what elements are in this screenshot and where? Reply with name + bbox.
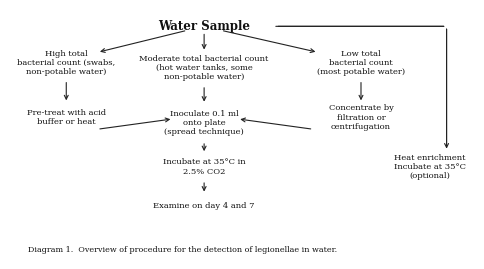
Text: Heat enrichment
Incubate at 35°C
(optional): Heat enrichment Incubate at 35°C (option… [394,154,466,180]
Text: High total
bacterial count (swabs,
non-potable water): High total bacterial count (swabs, non-p… [17,49,115,76]
Text: Pre-treat with acid
buffer or heat: Pre-treat with acid buffer or heat [27,109,106,126]
Text: Incubate at 35°C in
2.5% CO2: Incubate at 35°C in 2.5% CO2 [163,158,245,176]
Text: Examine on day 4 and 7: Examine on day 4 and 7 [153,202,255,210]
Text: Moderate total bacterial count
(hot water tanks, some
non-potable water): Moderate total bacterial count (hot wate… [139,55,269,81]
Text: Water Sample: Water Sample [158,20,250,33]
Text: Diagram 1.  Overview of procedure for the detection of legionellae in water.: Diagram 1. Overview of procedure for the… [28,246,337,254]
Text: Concentrate by
filtration or
centrifugation: Concentrate by filtration or centrifugat… [329,104,393,131]
Text: Inoculate 0.1 ml
onto plate
(spread technique): Inoculate 0.1 ml onto plate (spread tech… [164,109,244,136]
Text: Low total
bacterial count
(most potable water): Low total bacterial count (most potable … [317,49,405,76]
